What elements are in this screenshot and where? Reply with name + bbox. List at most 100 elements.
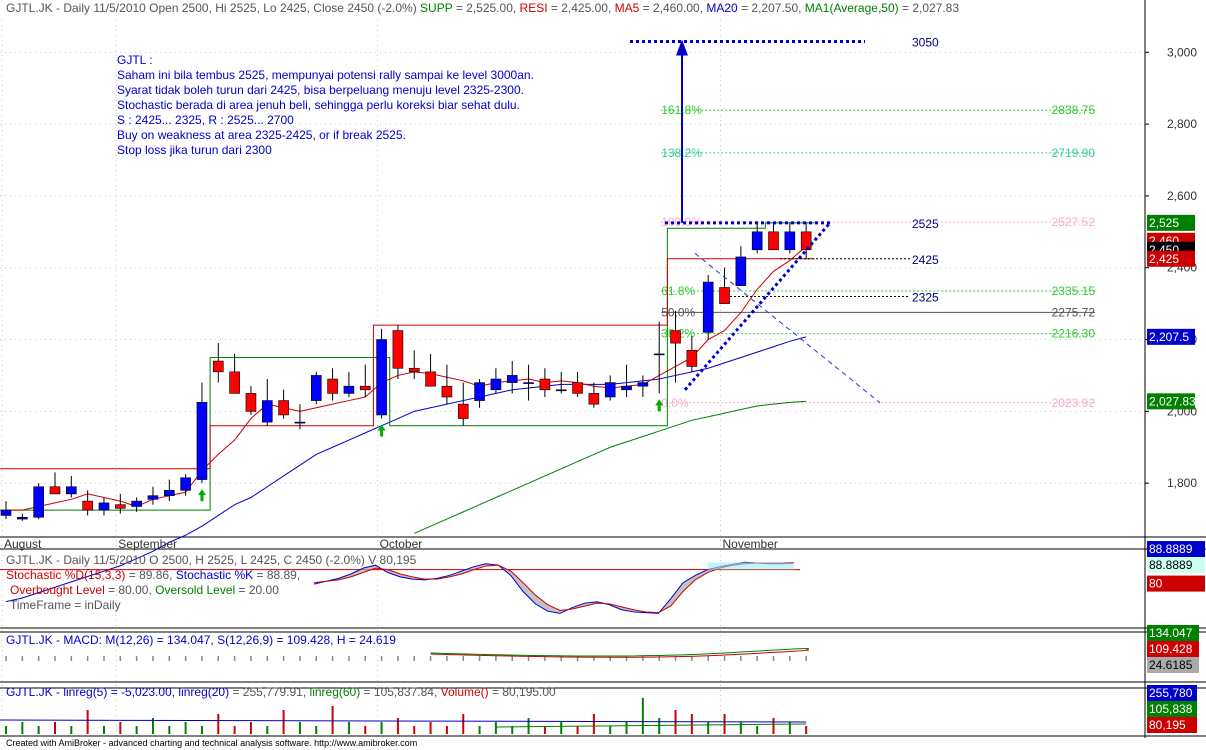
annotation-line-4: Stochastic berada di area jenuh beli, se… <box>117 98 520 112</box>
month-label: November <box>723 537 778 551</box>
ma50-line <box>414 400 807 534</box>
main-header-segment: = 2,460.00, <box>639 1 703 15</box>
stoch-tag: 88.8889 <box>1149 542 1193 556</box>
candle-body <box>17 516 28 520</box>
candle-body <box>115 504 126 509</box>
fib-level-value: 2275.72 <box>1052 305 1096 319</box>
candle-body <box>457 403 469 419</box>
candle-body <box>604 382 616 398</box>
macd-tag: 24.6185 <box>1149 658 1193 672</box>
stoch-header-segment: = 88.89, <box>253 568 300 582</box>
volume-header-segment: linreg(60) <box>306 685 360 699</box>
candle-body <box>408 367 420 373</box>
main-header-segment: SUPP <box>417 1 453 15</box>
candle-body <box>180 477 191 491</box>
candle-body <box>229 371 240 394</box>
macd-tag-bg <box>1147 625 1199 641</box>
y-tick-label: 3,000 <box>1167 45 1197 59</box>
candle-body <box>702 281 714 333</box>
macd-line <box>430 648 809 657</box>
volume-tag-bg <box>1147 701 1197 717</box>
stoch-tag: 88.8889 <box>1149 558 1193 572</box>
main-header-segment: MA5 <box>611 1 639 15</box>
volume-header-segment: GJTL.JK - linreg(5) = -5,023.00, <box>6 685 175 699</box>
price-tag-bg <box>1147 250 1195 267</box>
annotation-line-1: GJTL : <box>117 53 153 67</box>
candle-body <box>278 400 289 416</box>
main-header-segment: RESI <box>516 1 547 15</box>
volume-tag: 80,195 <box>1149 718 1186 732</box>
price-tag: 2,525 <box>1149 216 1179 230</box>
candle-body <box>588 393 600 405</box>
annotation-line-3: Syarat tidak boleh turun dari 2425, bisa… <box>117 83 524 97</box>
candle-body <box>490 378 502 391</box>
y-tick-label: 2,600 <box>1167 189 1197 203</box>
buy-signal-arrow <box>655 399 664 412</box>
candle-body <box>212 360 224 373</box>
candle-body <box>82 500 93 511</box>
stochastic-header-line-1: GJTL.JK - Daily 11/5/2010 O 2500, H 2525… <box>6 553 417 567</box>
stochastic-d-line <box>313 561 794 614</box>
candle-body <box>621 385 632 391</box>
volume-header-segment: Volume() <box>437 685 488 699</box>
level-label: 2525 <box>912 217 939 231</box>
candle-body <box>555 389 567 392</box>
target-arrow-head <box>676 39 688 56</box>
candle-body <box>751 231 763 251</box>
volume-header-segment: = 105,837.84, <box>360 685 437 699</box>
annotation-line-5: S : 2425... 2325, R : 2525... 2700 <box>117 113 294 127</box>
stoch-levels-header-segment: Oversold Level <box>152 583 235 597</box>
macd-header-segment: S(12,26,9) = 109.428, <box>214 633 334 647</box>
macd-header-segment: GJTL.JK - MACD: M(12,26) = 134.047, <box>6 633 214 647</box>
candle-body <box>376 339 387 416</box>
stochastic-header-line-3: Overbought Level = 80.00, Oversold Level… <box>10 583 279 597</box>
candle-body <box>343 385 355 394</box>
overbought-highlight <box>707 562 794 570</box>
volume-pane: 255,780 105,838 80,195 <box>0 685 1197 734</box>
main-header-segment: MA20 <box>703 1 738 15</box>
candle-body <box>653 353 665 356</box>
volume-tag-bg <box>1147 717 1197 733</box>
fib-level-percent: 0.0% <box>661 396 689 410</box>
stoch-tag: 80 <box>1149 577 1163 591</box>
macd-tag: 109.428 <box>1149 642 1193 656</box>
y-tick-label: 2,800 <box>1167 117 1197 131</box>
candle-body <box>425 371 436 387</box>
candle-body <box>261 400 273 423</box>
price-tag: 2,207.5 <box>1149 330 1189 344</box>
main-header-segment: GJTL.JK - Daily 11/5/2010 Open 2500, Hi … <box>6 1 417 15</box>
volume-tag: 255,780 <box>1149 686 1193 700</box>
main-header-segment: MA1(Average,50) <box>801 1 898 15</box>
macd-tag-bg <box>1147 641 1199 657</box>
footer-credit: Created with AmiBroker - advanced charti… <box>6 738 417 748</box>
candle-body <box>523 382 534 384</box>
candlesticks <box>0 222 812 521</box>
volume-header-segment: = 255,779.91, <box>229 685 306 699</box>
candle-body <box>66 486 77 495</box>
ascending-trendline <box>683 221 832 391</box>
stoch-tag-bg <box>1147 557 1205 574</box>
candle-body <box>719 287 730 304</box>
candle-body <box>131 500 142 507</box>
macd-header: GJTL.JK - MACD: M(12,26) = 134.047, S(12… <box>6 633 396 647</box>
candle-body <box>164 490 175 497</box>
main-header-segment: = 2,425.00, <box>548 1 612 15</box>
candle-body <box>670 330 681 344</box>
stoch-header-segment: Stochastic %D(15,3,3) <box>6 568 125 582</box>
stochastic-pane: 88.8889 88.8889 80 <box>0 541 1205 614</box>
candle-body <box>310 375 322 401</box>
fib-level-value: 2216.30 <box>1052 327 1096 341</box>
stoch-header-segment: = 89.86, <box>125 568 172 582</box>
candle-body <box>33 486 44 518</box>
candle-body <box>506 375 518 383</box>
volume-tag-bg <box>1147 685 1197 701</box>
main-header-segment: = 2,207.50, <box>738 1 802 15</box>
candle-body <box>768 231 779 251</box>
stoch-levels-header-segment: Overbought Level <box>10 583 105 597</box>
month-label: August <box>4 537 42 551</box>
fib-level-value: 2023.92 <box>1052 396 1096 410</box>
buy-signal-arrow <box>197 489 206 502</box>
candle-body <box>539 378 551 391</box>
